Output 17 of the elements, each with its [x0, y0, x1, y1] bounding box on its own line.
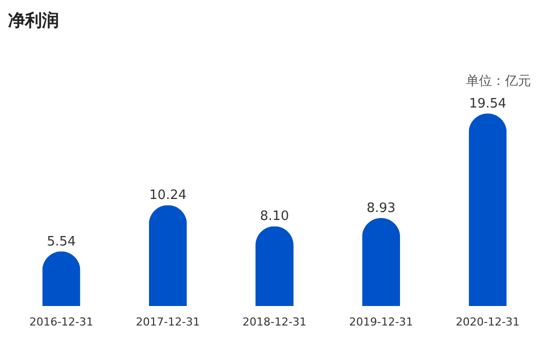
chart-title: 净利润: [8, 11, 59, 31]
bar: [362, 218, 400, 306]
x-tick-label: 2019-12-31: [349, 316, 414, 328]
data-label: 10.24: [149, 188, 187, 204]
data-label: 19.54: [469, 96, 506, 112]
bar: [256, 226, 294, 306]
x-tick-label: 2017-12-31: [136, 316, 200, 328]
data-label: 5.54: [46, 234, 76, 250]
data-label: 8.93: [366, 201, 396, 216]
x-tick-label: 2018-12-31: [242, 316, 306, 328]
bar: [42, 251, 80, 306]
bar: [468, 114, 507, 306]
x-tick-label: 2016-12-31: [29, 316, 94, 328]
text: 单位：亿元: [466, 74, 531, 89]
bar: [148, 205, 187, 306]
data-label: 8.10: [260, 209, 289, 224]
x-tick-label: 2020-12-31: [456, 316, 520, 328]
